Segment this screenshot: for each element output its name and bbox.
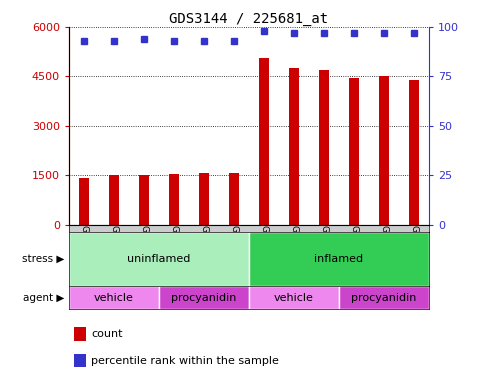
Bar — [69, 286, 159, 309]
Title: GDS3144 / 225681_at: GDS3144 / 225681_at — [170, 12, 328, 26]
Text: GSM243720: GSM243720 — [409, 225, 419, 280]
Text: GSM243717: GSM243717 — [140, 225, 148, 280]
Text: GSM243715: GSM243715 — [79, 225, 89, 280]
Text: GSM243718: GSM243718 — [350, 225, 358, 280]
Text: agent ▶: agent ▶ — [23, 293, 64, 303]
Bar — [249, 232, 429, 286]
Text: vehicle: vehicle — [94, 293, 134, 303]
Bar — [318, 70, 329, 225]
Text: GSM243723: GSM243723 — [319, 225, 328, 280]
Bar — [159, 286, 249, 309]
Bar — [249, 286, 339, 309]
Bar — [409, 79, 419, 225]
Bar — [199, 173, 209, 225]
Text: stress ▶: stress ▶ — [22, 254, 64, 264]
Text: inflamed: inflamed — [315, 254, 363, 264]
Bar — [339, 286, 429, 309]
Bar — [229, 172, 239, 225]
Text: GSM243714: GSM243714 — [229, 225, 239, 280]
Text: GSM243712: GSM243712 — [170, 225, 178, 280]
Text: GSM243713: GSM243713 — [200, 225, 209, 280]
Text: procyanidin: procyanidin — [171, 293, 237, 303]
Bar — [169, 174, 179, 225]
Text: percentile rank within the sample: percentile rank within the sample — [91, 356, 279, 366]
Bar — [379, 76, 389, 225]
Bar — [109, 175, 119, 225]
Text: GSM243722: GSM243722 — [289, 225, 298, 279]
Text: procyanidin: procyanidin — [351, 293, 417, 303]
Text: vehicle: vehicle — [274, 293, 314, 303]
Bar — [139, 175, 149, 225]
Text: GSM243716: GSM243716 — [109, 225, 118, 280]
Bar — [79, 177, 89, 225]
Bar — [259, 58, 269, 225]
Text: count: count — [91, 329, 123, 339]
Bar — [289, 68, 299, 225]
Bar — [69, 232, 249, 286]
Text: GSM243719: GSM243719 — [380, 225, 388, 280]
Text: GSM243721: GSM243721 — [259, 225, 269, 280]
Bar — [349, 78, 359, 225]
Text: uninflamed: uninflamed — [127, 254, 191, 264]
